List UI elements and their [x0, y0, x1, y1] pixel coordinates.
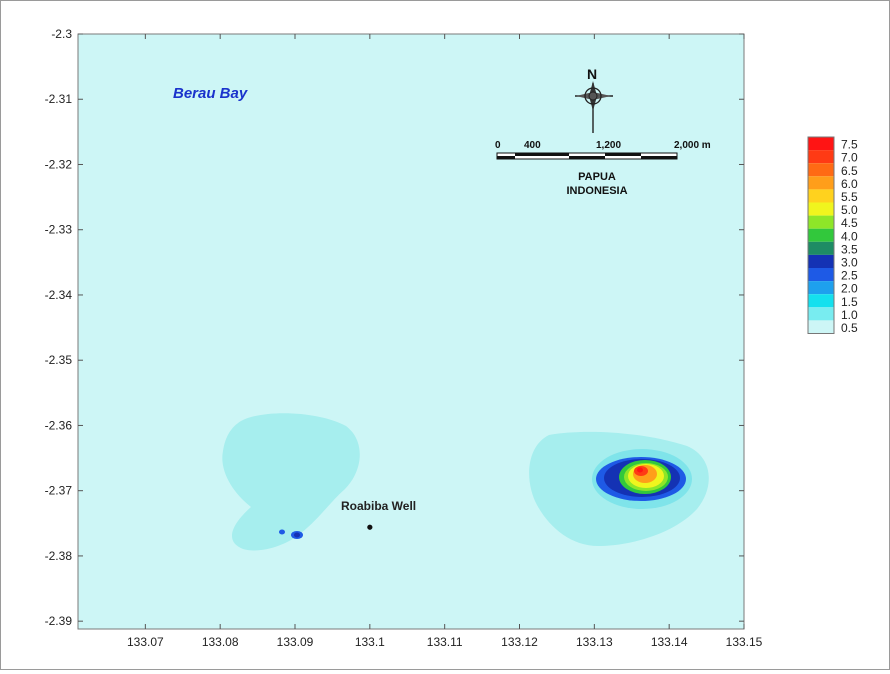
x-tick-label: 133.09 [277, 635, 314, 649]
legend-swatch [808, 268, 834, 282]
scale-bar: 0 400 1,200 2,000 m [495, 140, 711, 160]
plume-west-contour-1.0 [222, 413, 360, 551]
region-label-papua: PAPUA [578, 171, 616, 183]
legend-label: 3.5 [841, 242, 858, 256]
x-tick-label: 133.1 [355, 635, 385, 649]
x-axis: 133.07 133.08 133.09 133.1 133.11 133.12 133.1… [127, 34, 763, 649]
legend-label: 3.0 [841, 256, 858, 270]
region-label-indonesia: INDONESIA [566, 185, 627, 197]
plot-area [77, 33, 745, 630]
legend-swatch [808, 294, 834, 308]
x-tick-label: 133.13 [576, 635, 613, 649]
compass-rose-icon: N [575, 66, 613, 133]
legend-label: 4.0 [841, 229, 858, 243]
x-tick-label: 133.07 [127, 635, 164, 649]
y-tick-label: -2.33 [45, 223, 73, 237]
x-tick-label: 133.12 [501, 635, 538, 649]
legend-label: 7.5 [841, 138, 858, 152]
y-tick-label: -2.35 [45, 353, 73, 367]
plume-east-contour-7.5 [637, 467, 643, 473]
y-tick-label: -2.32 [45, 157, 73, 171]
legend-swatch [808, 307, 834, 321]
map-title: Berau Bay [173, 85, 248, 102]
legend-swatch [808, 137, 834, 151]
legend-swatch [808, 176, 834, 190]
legend-label: 2.5 [841, 269, 858, 283]
y-tick-label: -2.38 [45, 549, 73, 563]
legend-label: 1.5 [841, 295, 858, 309]
y-tick-label: -2.34 [45, 288, 73, 302]
legend-label: 5.5 [841, 190, 858, 204]
x-tick-label: 133.14 [651, 635, 688, 649]
x-tick-label: 133.11 [427, 635, 463, 649]
legend-label: 6.5 [841, 164, 858, 178]
legend-swatch [808, 228, 834, 242]
x-tick-label: 133.15 [726, 635, 763, 649]
y-axis: -2.3 -2.31 -2.32 -2.33 -2.34 -2.35 -2.36 -2.37 -… [45, 27, 744, 628]
legend-label: 6.0 [841, 177, 858, 191]
x-tick-label: 133.08 [202, 635, 239, 649]
plume-west-hotspot-2 [279, 529, 285, 535]
plume-west-hotspot-1-core [294, 532, 300, 538]
legend-swatch [808, 150, 834, 164]
scale-label-0: 0 [495, 140, 501, 151]
legend-swatch [808, 189, 834, 203]
y-tick-label: -2.31 [45, 92, 73, 106]
legend-swatch [808, 202, 834, 216]
legend-label: 2.0 [841, 282, 858, 296]
plume-east [529, 431, 709, 547]
compass-north-label: N [587, 66, 597, 82]
legend-border [807, 136, 835, 334]
legend-label: 7.0 [841, 151, 858, 165]
legend-swatch [808, 254, 834, 268]
legend-label: 0.5 [841, 321, 858, 335]
legend-swatch [808, 163, 834, 177]
legend-label: 5.0 [841, 203, 858, 217]
legend-swatch [808, 215, 834, 229]
color-legend: 7.57.06.56.05.55.04.54.03.53.02.52.01.51… [807, 136, 858, 335]
well-marker [367, 524, 373, 530]
y-tick-label: -2.37 [45, 484, 73, 498]
legend-swatch [808, 320, 834, 334]
plume-west [222, 413, 360, 551]
scale-label-2000: 2,000 m [674, 140, 711, 151]
legend-label: 4.5 [841, 216, 858, 230]
legend-label: 1.0 [841, 308, 858, 322]
legend-swatch [808, 281, 834, 295]
legend-swatch [808, 241, 834, 255]
y-tick-label: -2.36 [45, 418, 73, 432]
y-tick-label: -2.3 [51, 27, 72, 41]
y-tick-label: -2.39 [45, 614, 73, 628]
scale-label-400: 400 [524, 140, 541, 151]
scale-label-1200: 1,200 [596, 140, 621, 151]
well-label: Roabiba Well [341, 499, 416, 513]
